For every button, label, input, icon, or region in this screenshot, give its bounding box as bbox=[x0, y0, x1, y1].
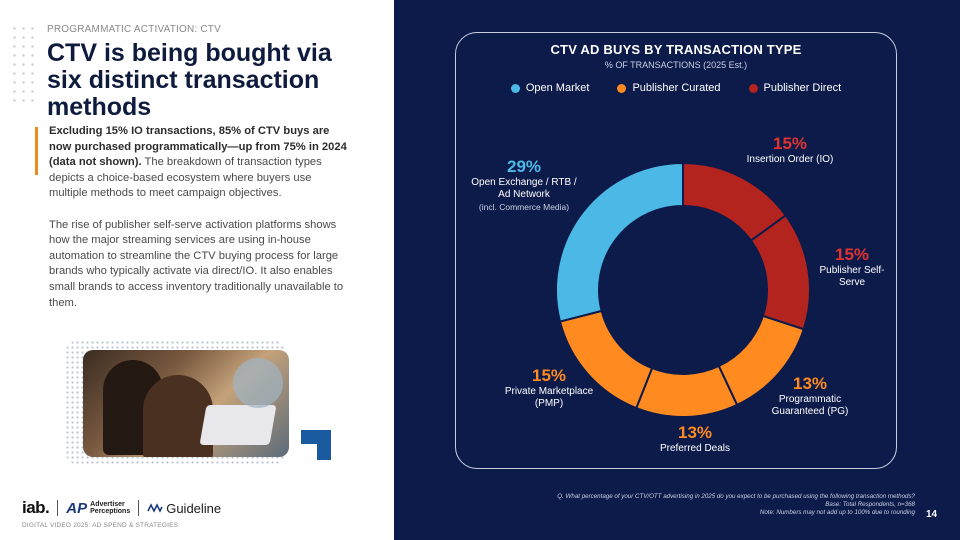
body-text: Excluding 15% IO transactions, 85% of CT… bbox=[49, 124, 349, 311]
slice-note: (incl. Commerce Media) bbox=[478, 202, 570, 212]
report-footer: DIGITAL VIDEO 2025: AD SPEND & STRATEGIE… bbox=[22, 522, 179, 529]
slice-value: 15% bbox=[531, 366, 567, 385]
slice-label-pmp: 15% Private Marketplace (PMP) bbox=[499, 366, 599, 410]
ap-line-2: Perceptions bbox=[90, 508, 131, 515]
section-eyebrow: PROGRAMMATIC ACTIVATION: CTV bbox=[47, 24, 221, 35]
chart-title: CTV AD BUYS BY TRANSACTION TYPE bbox=[550, 42, 802, 57]
logo-divider bbox=[138, 500, 140, 516]
legend-dot-icon bbox=[748, 83, 758, 93]
slice-name: Open Exchange / RTB / Ad Network bbox=[471, 177, 577, 200]
guideline-wave-icon bbox=[147, 503, 163, 513]
office-photo bbox=[83, 350, 289, 457]
ap-line-1: Advertiser bbox=[90, 501, 125, 508]
legend-label: Publisher Curated bbox=[632, 82, 721, 94]
slice-value: 29% bbox=[506, 157, 542, 176]
advertiser-perceptions-logo: AP Advertiser Perceptions bbox=[66, 500, 130, 517]
legend-label: Publisher Direct bbox=[763, 82, 842, 94]
slice-value: 15% bbox=[772, 134, 808, 153]
slice-name: Programmatic Guaranteed (PG) bbox=[771, 394, 849, 417]
decorative-corner-shape bbox=[301, 430, 331, 460]
slice-value: 13% bbox=[792, 374, 828, 393]
slice-name: Private Marketplace (PMP) bbox=[504, 386, 594, 409]
footnote-note: Note: Numbers may not add up to 100% due… bbox=[759, 509, 915, 516]
slice-label-io: 15% Insertion Order (IO) bbox=[735, 134, 845, 166]
slice-value: 15% bbox=[834, 245, 870, 264]
slice-name: Preferred Deals bbox=[659, 443, 731, 454]
body-paragraph-1-rest: The breakdown of transaction types depic… bbox=[49, 156, 322, 200]
guideline-text: Guideline bbox=[166, 500, 222, 516]
slice-name: Insertion Order (IO) bbox=[746, 154, 834, 165]
left-panel: PROGRAMMATIC ACTIVATION: CTV CTV is bein… bbox=[0, 0, 394, 540]
legend-item-open-market: Open Market bbox=[510, 82, 590, 94]
footnote-question: Q. What percentage of your CTV/OTT adver… bbox=[557, 493, 915, 500]
slice-label-pg: 13% Programmatic Guaranteed (PG) bbox=[762, 374, 858, 418]
body-paragraph-2: The rise of publisher self-serve activat… bbox=[49, 218, 344, 309]
page-title: CTV is being bought via six distinct tra… bbox=[47, 39, 332, 121]
body-paragraph-1-bold: Excluding 15% IO transactions, 85% of CT… bbox=[49, 125, 347, 169]
chart-footnote: Q. What percentage of your CTV/OTT adver… bbox=[415, 493, 915, 517]
slice-name: Publisher Self-Serve bbox=[819, 265, 885, 288]
legend-item-publisher-direct: Publisher Direct bbox=[748, 82, 842, 94]
legend-label: Open Market bbox=[525, 82, 590, 94]
legend-dot-icon bbox=[510, 83, 520, 93]
slice-label-preferred-deals: 13% Preferred Deals bbox=[640, 423, 750, 455]
logo-divider bbox=[57, 500, 59, 516]
chart-panel bbox=[455, 32, 897, 469]
iab-logo: iab. bbox=[22, 498, 50, 517]
logo-bar: iab. AP Advertiser Perceptions Guideline bbox=[22, 497, 221, 519]
slice-value: 13% bbox=[677, 423, 713, 442]
slice-label-open-exchange: 29% Open Exchange / RTB / Ad Network (in… bbox=[466, 157, 582, 214]
decorative-dots bbox=[10, 24, 36, 102]
footnote-base: Base: Total Respondents, n=368 bbox=[825, 501, 915, 508]
guideline-logo: Guideline bbox=[147, 501, 221, 516]
slice-label-publisher-self-serve: 15% Publisher Self-Serve bbox=[815, 245, 889, 289]
legend-item-publisher-curated: Publisher Curated bbox=[617, 82, 721, 94]
page-number: 14 bbox=[926, 509, 938, 520]
chart-legend: Open Market Publisher Curated Publisher … bbox=[455, 82, 897, 94]
ap-mark-icon: AP bbox=[66, 499, 88, 517]
accent-bar bbox=[35, 127, 38, 175]
body-paragraph-1: Excluding 15% IO transactions, 85% of CT… bbox=[49, 124, 349, 202]
legend-dot-icon bbox=[617, 83, 627, 93]
chart-subtitle: % OF TRANSACTIONS (2025 Est.) bbox=[604, 60, 748, 70]
